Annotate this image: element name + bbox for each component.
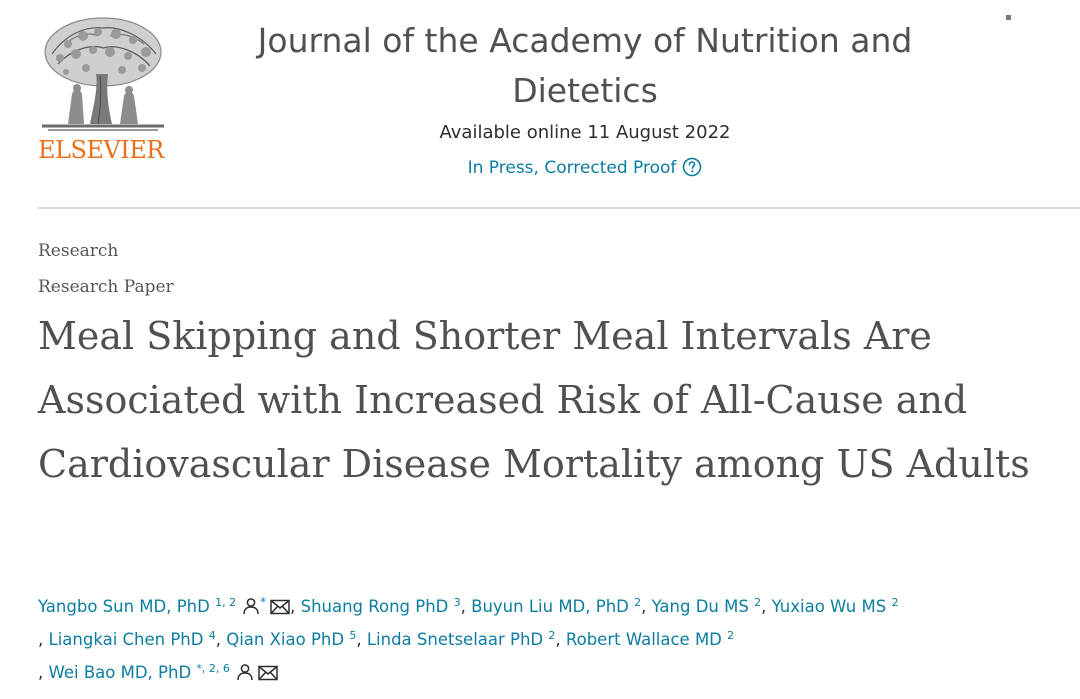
author-separator: , xyxy=(641,597,652,616)
author-line-3: , Wei Bao MD, PhD *, 2, 6 xyxy=(38,656,1068,689)
author-name: Buyun Liu MD, PhD xyxy=(471,597,629,616)
author-link[interactable]: Yangbo Sun MD, PhD 1, 2 xyxy=(38,597,236,616)
author-affiliation: 2 xyxy=(754,596,762,609)
author-name: Yangbo Sun MD, PhD xyxy=(38,597,210,616)
journal-info: Journal of the Academy of Nutrition and … xyxy=(240,16,930,180)
author-name: Robert Wallace MD xyxy=(565,630,722,649)
author-separator: , xyxy=(290,597,301,616)
article-status[interactable]: In Press, Corrected Proof xyxy=(240,156,930,180)
mail-icon[interactable] xyxy=(270,599,290,615)
author-link[interactable]: Wei Bao MD, PhD *, 2, 6 xyxy=(49,663,230,682)
author-link[interactable]: Linda Snetselaar PhD 2 xyxy=(367,630,556,649)
elsevier-tree-icon xyxy=(42,17,164,131)
author-link[interactable]: Liangkai Chen PhD 4 xyxy=(49,630,216,649)
author-link[interactable]: Robert Wallace MD 2 xyxy=(566,630,734,649)
author-name: Wei Bao MD, PhD xyxy=(48,663,192,682)
author-affiliation: 2 xyxy=(548,629,556,642)
author-separator: , xyxy=(460,597,472,616)
author-affiliation: *, 2, 6 xyxy=(196,662,230,675)
person-icon[interactable] xyxy=(236,663,254,681)
journal-title-line1: Journal of the Academy of Nutrition and xyxy=(257,21,913,60)
author-separator: , xyxy=(38,663,49,682)
elsevier-wordmark: ELSEVIER xyxy=(38,136,164,164)
mail-icon[interactable] xyxy=(258,665,278,681)
author-list: Yangbo Sun MD, PhD 1, 2 * , Shuang Rong … xyxy=(38,586,1068,689)
corresponding-author-mark: * xyxy=(260,595,267,609)
author-separator: , xyxy=(555,630,566,649)
corner-marker xyxy=(1006,15,1011,20)
available-online-date: Available online 11 August 2022 xyxy=(439,122,731,143)
author-link[interactable]: Yuxiao Wu MS 2 xyxy=(772,597,899,616)
question-circle-icon[interactable] xyxy=(682,157,702,177)
header-divider xyxy=(38,207,1080,209)
author-name: Qian Xiao PhD xyxy=(226,630,345,649)
author-line-2: , Liangkai Chen PhD 4, Qian Xiao PhD 5, … xyxy=(38,623,1068,656)
author-link[interactable]: Yang Du MS 2 xyxy=(652,597,761,616)
author-affiliation: 2 xyxy=(727,629,735,642)
author-name: Yang Du MS xyxy=(651,597,749,616)
author-affiliation: 1, 2 xyxy=(215,596,237,609)
author-separator: , xyxy=(356,630,367,649)
author-separator: , xyxy=(761,597,772,616)
elsevier-logo[interactable]: ELSEVIER xyxy=(36,14,172,164)
author-affiliation: 5 xyxy=(349,629,357,642)
journal-title-line2: Dietetics xyxy=(512,71,658,110)
article-title: Meal Skipping and Shorter Meal Intervals… xyxy=(38,314,1030,486)
author-affiliation: 2 xyxy=(634,596,642,609)
author-name: Yuxiao Wu MS xyxy=(771,597,887,616)
journal-header: ELSEVIER Journal of the Academy of Nutri… xyxy=(0,0,1080,208)
author-link[interactable]: Shuang Rong PhD 3 xyxy=(301,597,461,616)
author-affiliation: 3 xyxy=(453,596,461,609)
author-affiliation: 2 xyxy=(891,596,899,609)
author-separator: , xyxy=(38,630,49,649)
person-icon[interactable] xyxy=(242,597,260,615)
author-line-1: Yangbo Sun MD, PhD 1, 2 * , Shuang Rong … xyxy=(38,586,1068,623)
article-type: Research Paper xyxy=(38,277,174,297)
author-name: Linda Snetselaar PhD xyxy=(366,630,544,649)
author-name: Liangkai Chen PhD xyxy=(48,630,204,649)
article-section: Research xyxy=(38,241,119,261)
journal-title-link[interactable]: Journal of the Academy of Nutrition and … xyxy=(258,16,913,116)
article-status-label: In Press, Corrected Proof xyxy=(467,158,677,178)
author-link[interactable]: Buyun Liu MD, PhD 2 xyxy=(471,597,641,616)
author-link[interactable]: Qian Xiao PhD 5 xyxy=(226,630,356,649)
author-name: Shuang Rong PhD xyxy=(300,597,449,616)
author-separator: , xyxy=(215,630,227,649)
author-affiliation: 4 xyxy=(208,629,216,642)
